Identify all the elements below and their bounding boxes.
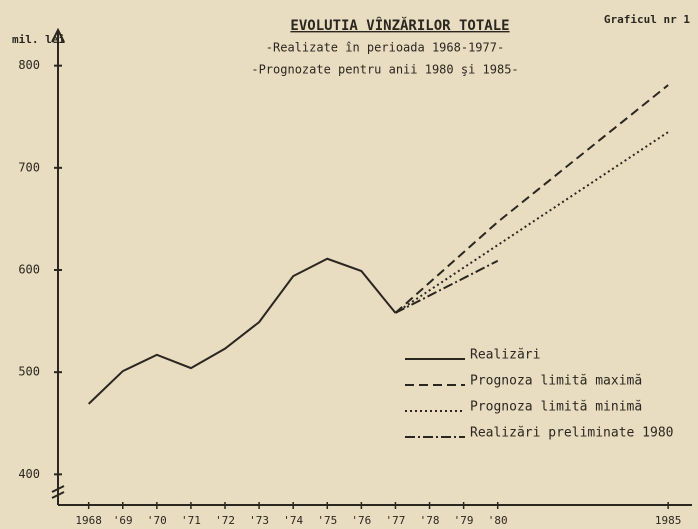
y-tick-label: 600: [18, 263, 40, 277]
series-line: [394, 131, 669, 314]
x-tick-label: '73: [249, 514, 269, 527]
x-tick-label: '76: [351, 514, 371, 527]
y-tick-label: 800: [18, 58, 40, 72]
y-tick-label: 400: [18, 467, 40, 481]
x-tick-label: '80: [488, 514, 508, 527]
x-tick-label: '78: [420, 514, 440, 527]
x-tick-label: '69: [113, 514, 133, 527]
x-tick-label: 1985: [655, 514, 682, 527]
subtitle: -Prognozate pentru anii 1980 şi 1985-: [251, 63, 518, 77]
x-tick-label: '77: [386, 514, 406, 527]
legend-label: Prognoza limită maximă: [470, 374, 642, 389]
subtitle: -Realizate în perioada 1968-1977-: [266, 41, 504, 55]
legend-label: Realizări: [470, 348, 540, 363]
chart-title: EVOLUTIA VÎNZĂRILOR TOTALE: [290, 16, 509, 34]
series-line: [394, 84, 669, 314]
x-tick-label: '72: [215, 514, 235, 527]
series-line: [394, 259, 499, 314]
x-tick-label: '70: [147, 514, 167, 527]
x-tick-label: '75: [317, 514, 337, 527]
x-tick-label: '71: [181, 514, 201, 527]
x-tick-label: '79: [454, 514, 474, 527]
series-line: [87, 257, 397, 405]
legend-label: Prognoza limită minimă: [470, 400, 642, 415]
y-axis-label: mil. lei: [12, 33, 65, 46]
y-tick-label: 700: [18, 160, 40, 174]
x-tick-label: '74: [283, 514, 303, 527]
y-tick-label: 500: [18, 365, 40, 379]
axes: [51, 27, 692, 506]
figure-label: Graficul nr 1: [604, 13, 690, 26]
legend-label: Realizări preliminate 1980: [470, 426, 674, 441]
x-tick-label: 1968: [75, 514, 102, 527]
